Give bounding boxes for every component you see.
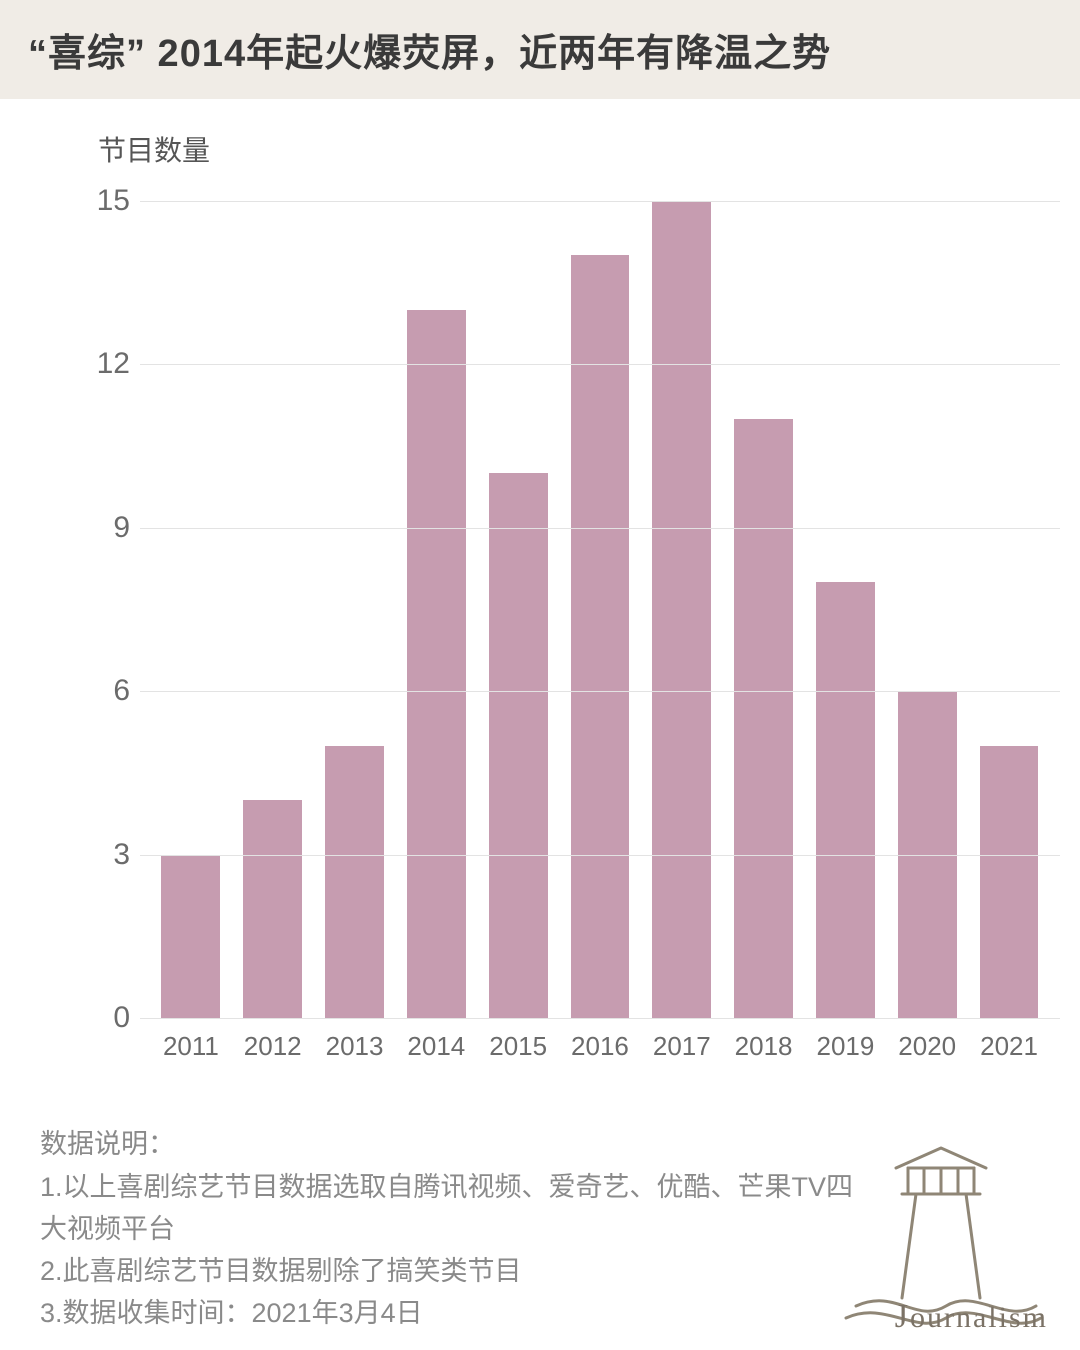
bar-slot	[314, 179, 396, 1018]
x-tick-label: 2020	[886, 1019, 968, 1062]
x-tick-label: 2019	[805, 1019, 887, 1062]
bar-slot	[723, 179, 805, 1018]
bar-slot	[150, 179, 232, 1018]
bar-chart: 03691215 2011201220132014201520162017201…	[80, 179, 1060, 1062]
watermark-text: Journalism	[895, 1298, 1048, 1336]
bar	[489, 473, 548, 1018]
x-tick-label: 2016	[559, 1019, 641, 1062]
x-tick-label: 2014	[395, 1019, 477, 1062]
footer: 数据说明： 1.以上喜剧综艺节目数据选取自腾讯视频、爱奇艺、优酷、芒果TV四大视…	[0, 1072, 1080, 1334]
chart-title: “喜综” 2014年起火爆荧屏，近两年有降温之势	[28, 22, 1052, 77]
bar-slot	[641, 179, 723, 1018]
bar-slot	[395, 179, 477, 1018]
x-tick-label: 2015	[477, 1019, 559, 1062]
bar	[571, 255, 630, 1018]
note-line: 2.此喜剧综艺节目数据剔除了搞笑类节目	[40, 1251, 860, 1293]
gridline	[140, 855, 1060, 856]
x-tick-label: 2017	[641, 1019, 723, 1062]
bar	[243, 800, 302, 1018]
x-tick-label: 2012	[232, 1019, 314, 1062]
bar	[161, 855, 220, 1018]
x-tick-label: 2018	[723, 1019, 805, 1062]
bar-slot	[232, 179, 314, 1018]
gridline	[140, 1018, 1060, 1019]
plot-area: 03691215	[140, 179, 1060, 1019]
gridline	[140, 364, 1060, 365]
bar-slot	[559, 179, 641, 1018]
bar	[407, 310, 466, 1018]
note-line: 1.以上喜剧综艺节目数据选取自腾讯视频、爱奇艺、优酷、芒果TV四大视频平台	[40, 1167, 860, 1251]
y-tick-label: 15	[80, 184, 130, 218]
chart-zone: 节目数量 03691215 20112012201320142015201620…	[0, 99, 1080, 1072]
bar-slot	[477, 179, 559, 1018]
bar-slot	[886, 179, 968, 1018]
gridline	[140, 528, 1060, 529]
y-tick-label: 12	[80, 347, 130, 381]
bar-slot	[968, 179, 1050, 1018]
y-axis-label: 节目数量	[98, 129, 1040, 169]
chart-header: “喜综” 2014年起火爆荧屏，近两年有降温之势	[0, 0, 1080, 99]
bar	[816, 582, 875, 1018]
gridline	[140, 691, 1060, 692]
x-tick-label: 2021	[968, 1019, 1050, 1062]
y-tick-label: 6	[80, 674, 130, 708]
bars-container	[140, 179, 1060, 1018]
y-tick-label: 9	[80, 511, 130, 545]
bar	[734, 419, 793, 1018]
y-tick-label: 0	[80, 1001, 130, 1035]
bar	[980, 746, 1039, 1018]
y-tick-label: 3	[80, 838, 130, 872]
bar-slot	[805, 179, 887, 1018]
gridline	[140, 201, 1060, 202]
x-tick-label: 2011	[150, 1019, 232, 1062]
bar	[325, 746, 384, 1018]
note-line: 3.数据收集时间：2021年3月4日	[40, 1293, 860, 1335]
x-axis: 2011201220132014201520162017201820192020…	[140, 1019, 1060, 1062]
bar	[652, 201, 711, 1018]
x-tick-label: 2013	[314, 1019, 396, 1062]
